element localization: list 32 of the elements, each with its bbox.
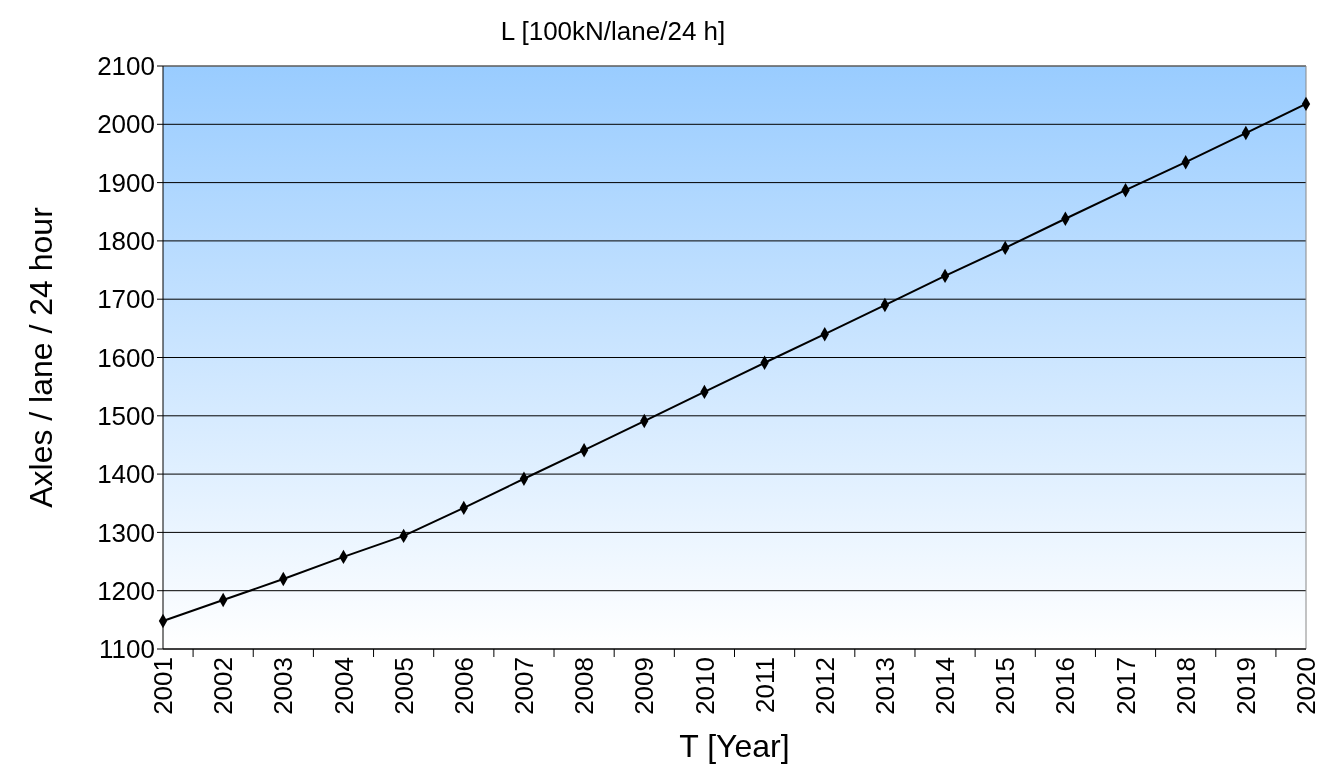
chart-title: L [100kN/lane/24 h] bbox=[500, 16, 726, 46]
x-tick-label: 2005 bbox=[388, 657, 419, 715]
x-tick-label: 2009 bbox=[629, 657, 660, 715]
y-tick-label: 2100 bbox=[97, 51, 155, 82]
x-tick-label: 2007 bbox=[509, 657, 540, 715]
y-tick-label: 2000 bbox=[97, 109, 155, 140]
x-tick-label: 2015 bbox=[990, 657, 1021, 715]
x-tick-label: 2006 bbox=[448, 657, 479, 715]
x-tick-label: 2018 bbox=[1170, 657, 1201, 715]
x-tick-label: 2014 bbox=[930, 657, 961, 715]
x-tick-label: 2020 bbox=[1291, 657, 1322, 715]
x-tick-label: 2011 bbox=[749, 657, 780, 713]
y-tick-label: 1300 bbox=[97, 517, 155, 548]
y-tick-label: 1600 bbox=[97, 342, 155, 373]
x-tick-label: 2012 bbox=[809, 657, 840, 715]
y-tick-label: 1900 bbox=[97, 167, 155, 198]
x-tick-label: 2010 bbox=[689, 657, 720, 715]
x-tick-label: 2004 bbox=[328, 657, 359, 715]
y-tick-label: 1200 bbox=[97, 575, 155, 606]
x-tick-label: 2019 bbox=[1230, 657, 1261, 715]
x-tick-label: 2016 bbox=[1050, 657, 1081, 715]
x-axis-title: T [Year] bbox=[679, 728, 790, 764]
y-tick-label: 1700 bbox=[97, 284, 155, 315]
x-tick-label: 2002 bbox=[208, 657, 239, 715]
y-tick-label: 1500 bbox=[97, 400, 155, 431]
y-axis-title: Axles / lane / 24 hour bbox=[23, 206, 59, 508]
x-tick-label: 2013 bbox=[869, 657, 900, 715]
x-tick-label: 2017 bbox=[1110, 657, 1141, 715]
y-tick-label: 1400 bbox=[97, 459, 155, 490]
x-tick-label: 2008 bbox=[569, 657, 600, 715]
x-tick-label: 2003 bbox=[268, 657, 299, 715]
y-tick-label: 1800 bbox=[97, 226, 155, 256]
